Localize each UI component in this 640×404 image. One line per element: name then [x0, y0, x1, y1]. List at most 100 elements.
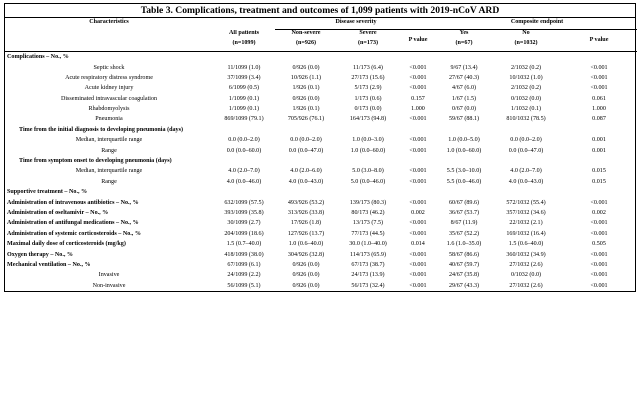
- table-cell: 22/1032 (2.1): [509, 220, 543, 227]
- table-cell: <0.001: [590, 85, 608, 92]
- table-cell: 0.015: [592, 178, 606, 185]
- table-cell: 80/173 (46.2): [351, 210, 385, 216]
- header-all-patients: [213, 18, 275, 30]
- table-cell: 40/67 (59.7): [448, 261, 480, 268]
- table-row: Non-invasive 56/1099 (5.1) 0/926 (0.0) 56/1…: [5, 281, 637, 291]
- table-cell: 1.0 (0.6–40.0): [288, 241, 324, 248]
- table-cell: <0.001: [409, 137, 427, 144]
- table-cell: 0.157: [411, 95, 425, 102]
- table-cell: 1.000: [592, 106, 606, 113]
- table-cell: 204/1099 (18.6): [224, 230, 264, 237]
- table-cell: 2/1032 (0.2): [510, 64, 542, 71]
- table-cell: 572/1032 (55.4): [506, 199, 546, 206]
- table-cell: 164/173 (94.8): [349, 116, 387, 123]
- table-row: Median, interquartile range 0.0 (0.0–2.0)…: [5, 135, 637, 145]
- row-label: Administration of antifungal medications…: [7, 220, 139, 227]
- table-cell: 0.001: [592, 147, 606, 154]
- section-row: Time from symptom onset to developing pn…: [5, 156, 637, 166]
- table-cell: 393/1099 (35.8): [224, 210, 264, 216]
- table-cell: 5.0 (0.0–46.0): [350, 178, 386, 185]
- table-cell: 0/1032 (0.0): [510, 95, 542, 102]
- table-cell: 1/67 (1.5): [451, 95, 477, 102]
- table-cell: 0.0 (0.0–2.0): [290, 137, 322, 144]
- table-cell: 0/173 (0.0): [354, 106, 382, 113]
- table-row: Invasive 24/1099 (2.2) 0/926 (0.0) 24/173 (…: [5, 270, 637, 280]
- row-label: Range: [101, 178, 117, 185]
- table-cell: 67/173 (38.7): [351, 261, 385, 268]
- table-cell: 1.0 (0.0–5.0): [448, 137, 480, 144]
- row-label: Acute kidney injury: [84, 85, 134, 92]
- table-cell: 60/67 (89.6): [448, 199, 480, 206]
- table-cell: 0.0 (0.0–47.0): [288, 147, 324, 154]
- table-cell: 313/926 (33.8): [287, 210, 325, 216]
- table-cell: 35/67 (52.2): [448, 230, 480, 237]
- table-cell: 1.0 (0.0–60.0): [446, 147, 482, 154]
- header-severe-n: (n=173): [337, 40, 399, 52]
- table-row: Pneumonia 869/1099 (79.1) 705/926 (76.1) 16…: [5, 114, 637, 124]
- table-cell: 0.087: [592, 116, 606, 123]
- table-row: Mechanical ventilation – No., % 67/1099 (…: [5, 260, 637, 270]
- table-cell: 169/1032 (16.4): [506, 230, 546, 237]
- table-cell: 17/926 (1.8): [290, 220, 322, 227]
- section-label: Supportive treatment – No., %: [7, 189, 88, 196]
- table-cell: 0.0 (0.0–2.0): [228, 137, 260, 144]
- table-row: Septic shock 11/1099 (1.0) 0/926 (0.0) 11/1…: [5, 62, 637, 72]
- row-label: Median, interquartile range: [75, 137, 143, 144]
- table-cell: 9/67 (13.4): [450, 64, 478, 71]
- table-cell: 37/1099 (3.4): [227, 74, 261, 81]
- header-non-severe: Non-severe: [291, 30, 321, 36]
- results-table: Characteristics Disease severity Composi…: [5, 18, 638, 291]
- table-row: Maximal daily dose of corticosteroids (m…: [5, 239, 637, 249]
- row-label: Disseminated intravascular coagulation: [60, 95, 158, 102]
- table-cell: <0.001: [409, 147, 427, 154]
- table-cell: 705/926 (76.1): [287, 116, 325, 123]
- header-p-value: P value: [399, 29, 438, 52]
- row-label: Septic shock: [93, 64, 125, 71]
- table-cell: 0/1032 (0.0): [510, 272, 542, 279]
- table-cell: <0.001: [409, 251, 427, 258]
- row-label: Invasive: [98, 272, 120, 279]
- table-row: Administration of systemic corticosteroi…: [5, 229, 637, 239]
- table-cell: <0.001: [409, 178, 427, 185]
- table-cell: 1/1032 (0.1): [510, 106, 542, 113]
- table-cell: 0.0 (0.0–47.0): [508, 147, 544, 154]
- table-cell: 36/67 (53.7): [448, 210, 480, 216]
- row-label: Administration of intravenous antibiotic…: [7, 199, 139, 206]
- table-cell: 1.5 (0.6–40.0): [508, 241, 544, 248]
- table-cell: 0/926 (0.0): [292, 282, 320, 289]
- table-row: Range 4.0 (0.0–46.0) 4.0 (0.0–43.0) 5.0 (0.…: [5, 177, 637, 187]
- table-cell: 30.0 (1.0–40.0): [349, 241, 387, 248]
- section-row: Complications – No., %: [5, 52, 637, 63]
- table-container: Table 3. Complications, treatment and ou…: [4, 3, 638, 292]
- table-cell: 0.015: [592, 168, 606, 175]
- table-cell: 0/926 (0.0): [292, 261, 320, 268]
- table-cell: 4.0 (2.0–6.0): [290, 168, 322, 175]
- row-label: Acute respiratory distress syndrome: [65, 74, 153, 81]
- table-row: Range 0.0 (0.0–60.0) 0.0 (0.0–47.0) 1.0 (0.…: [5, 146, 637, 156]
- table-cell: 56/1099 (5.1): [227, 282, 261, 289]
- table-cell: 2/1032 (0.2): [510, 85, 542, 92]
- table-cell: <0.001: [590, 199, 608, 206]
- row-label: Maximal daily dose of corticosteroids (m…: [7, 241, 126, 248]
- table-cell: 27/1032 (2.6): [509, 282, 543, 289]
- table-cell: 24/67 (35.8): [448, 272, 480, 279]
- table-cell: 1/1099 (0.1): [228, 106, 260, 113]
- table-row: Median, interquartile range 4.0 (2.0–7.0)…: [5, 166, 637, 176]
- table-cell: 4.0 (0.0–46.0): [226, 178, 262, 185]
- table-cell: 360/1032 (34.9): [506, 251, 546, 258]
- table-cell: 5.5 (0.0–46.0): [446, 178, 482, 185]
- table-cell: <0.001: [590, 74, 608, 81]
- table-cell: <0.001: [409, 85, 427, 92]
- table-cell: 6/1099 (0.5): [228, 85, 260, 92]
- row-label: Mechanical ventilation – No., %: [7, 261, 91, 268]
- table-cell: <0.001: [590, 64, 608, 71]
- header-no: No: [522, 30, 530, 36]
- table-cell: <0.001: [409, 220, 427, 227]
- table-cell: 4.0 (2.0–7.0): [510, 168, 542, 175]
- table-cell: 0/926 (0.0): [292, 95, 320, 102]
- table-row: Administration of antifungal medications…: [5, 218, 637, 228]
- table-cell: <0.001: [409, 272, 427, 279]
- table-cell: <0.001: [409, 261, 427, 268]
- table-cell: 5.0 (3.0–8.0): [352, 168, 384, 175]
- table-cell: 5/173 (2.9): [354, 85, 382, 92]
